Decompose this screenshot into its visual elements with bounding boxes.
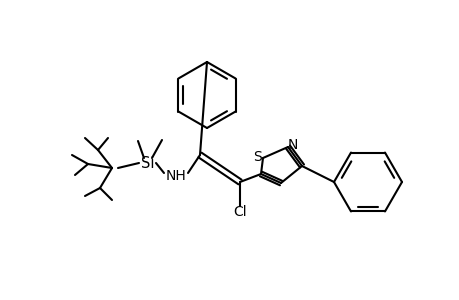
Text: Cl: Cl xyxy=(233,205,246,219)
Text: S: S xyxy=(253,150,262,164)
Text: NH: NH xyxy=(165,169,186,183)
Text: Si: Si xyxy=(141,155,154,170)
Text: N: N xyxy=(287,138,297,152)
